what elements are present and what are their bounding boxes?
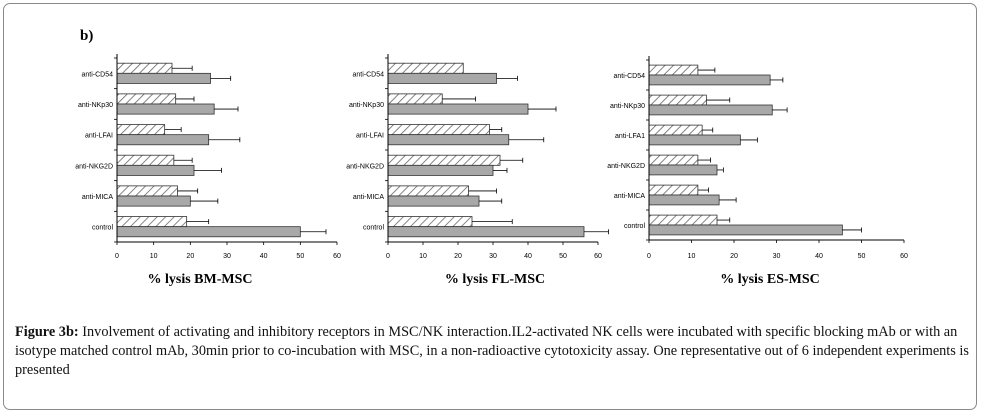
bar-blocking-4 [116, 195, 191, 207]
category-label: anti-LFAI [356, 133, 384, 140]
x-tick-label: 0 [115, 253, 119, 260]
x-tick-label: 60 [594, 253, 602, 260]
x-axis-title: % lysis FL-MSC [445, 272, 545, 287]
x-tick-label: 0 [647, 253, 651, 260]
category-label: control [363, 225, 384, 232]
chart-es-msc: anti-CD54 anti-NKp30 anti-LFA1 anti-NKG2D an… [607, 56, 908, 287]
x-tick-label: 50 [559, 253, 567, 260]
x-tick-label: 50 [858, 253, 866, 260]
x-tick-label: 30 [489, 253, 497, 260]
bar-isotype-5 [116, 216, 188, 228]
bar-blocking-2 [387, 134, 510, 146]
x-tick-label: 30 [773, 253, 781, 260]
bar-isotype-1 [387, 93, 443, 105]
category-label: anti-NKG2D [75, 163, 113, 170]
bar-blocking-3 [116, 164, 195, 176]
bar-isotype-1 [116, 93, 177, 105]
bar-isotype-2 [387, 124, 490, 136]
bar-blocking-5 [116, 226, 301, 238]
chart-fl-msc: anti-CD54 anti-NKp30 anti-LFAI anti-NKG2D an… [346, 54, 609, 287]
caption-text: Involvement of activating and inhibitory… [15, 324, 969, 378]
bar-isotype-0 [116, 62, 173, 74]
bar-blocking-4 [387, 195, 480, 207]
x-tick-label: 0 [386, 253, 390, 260]
bar-isotype-4 [116, 185, 178, 197]
x-tick-label: 40 [260, 253, 268, 260]
category-label: anti-NKp30 [78, 102, 113, 109]
category-label: anti-NKG2D [607, 163, 645, 170]
x-tick-label: 60 [333, 253, 341, 260]
x-tick-label: 20 [186, 253, 194, 260]
bar-isotype-3 [387, 154, 501, 166]
x-tick-label: 40 [815, 253, 823, 260]
bar-isotype-0 [387, 62, 464, 74]
bar-blocking-2 [648, 134, 741, 146]
bar-isotype-3 [116, 154, 175, 166]
bar-blocking-0 [387, 72, 497, 84]
bar-isotype-2 [116, 124, 166, 136]
x-tick-label: 10 [150, 253, 158, 260]
category-label: control [624, 223, 645, 230]
category-label: anti-CD54 [81, 71, 113, 78]
bar-isotype-2 [648, 124, 703, 136]
bar-blocking-3 [387, 164, 494, 176]
category-label: anti-CD54 [613, 73, 645, 80]
bar-blocking-5 [387, 226, 585, 238]
bar-blocking-1 [648, 104, 773, 116]
bar-blocking-1 [116, 103, 215, 115]
x-tick-label: 10 [688, 253, 696, 260]
category-label: anti-NKp30 [349, 102, 384, 109]
x-axis-title: % lysis ES-MSC [720, 272, 820, 287]
category-label: anti-LFAI [85, 133, 113, 140]
x-tick-label: 30 [223, 253, 231, 260]
category-label: anti-MICA [614, 193, 645, 200]
bar-blocking-5 [648, 224, 843, 236]
bar-blocking-1 [387, 103, 529, 115]
bar-blocking-0 [648, 74, 771, 86]
bar-isotype-5 [648, 214, 718, 226]
bar-blocking-3 [648, 164, 718, 176]
bar-isotype-3 [648, 154, 699, 166]
figure-caption: Figure 3b: Involvement of activating and… [15, 323, 970, 380]
category-label: anti-LFA1 [615, 133, 645, 140]
x-tick-label: 60 [900, 253, 908, 260]
panel-label: b) [80, 28, 94, 44]
x-tick-label: 50 [296, 253, 304, 260]
bar-isotype-5 [387, 216, 473, 228]
category-label: anti-MICA [353, 194, 384, 201]
bar-blocking-4 [648, 194, 720, 206]
category-label: anti-NKG2D [346, 163, 384, 170]
bar-blocking-0 [116, 72, 211, 84]
category-label: anti-NKp30 [610, 103, 645, 110]
x-tick-label: 40 [524, 253, 532, 260]
x-tick-label: 10 [419, 253, 427, 260]
chart-bm-msc: anti-CD54 anti-NKp30 anti-LFAI anti-NKG2D an… [75, 54, 341, 287]
bar-isotype-4 [648, 184, 699, 196]
category-label: anti-MICA [82, 194, 113, 201]
bar-isotype-4 [387, 185, 469, 197]
x-tick-label: 20 [730, 253, 738, 260]
category-label: control [92, 225, 113, 232]
x-tick-label: 20 [454, 253, 462, 260]
category-label: anti-CD54 [352, 71, 384, 78]
caption-label: Figure 3b: [15, 324, 79, 340]
bar-isotype-0 [648, 64, 699, 76]
bar-blocking-2 [116, 134, 210, 146]
x-axis-title: % lysis BM-MSC [148, 272, 253, 287]
bar-isotype-1 [648, 94, 707, 106]
